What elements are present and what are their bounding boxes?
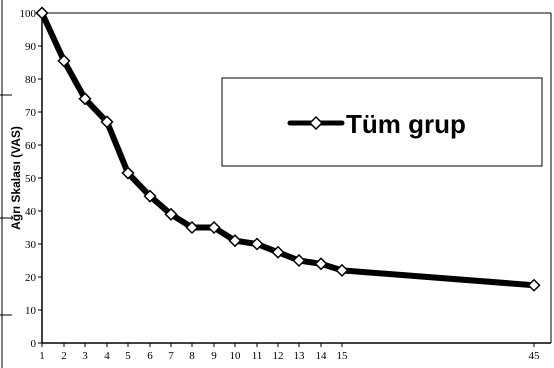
data-point-x14 [314, 257, 328, 271]
data-point-x5 [121, 166, 135, 180]
legend-box [221, 77, 543, 167]
x-axis-ticks: 1 2 3 4 5 6 7 8 9 10 11 12 13 14 15 45 [39, 343, 540, 362]
y-tick-label-40: 40 [25, 206, 37, 218]
data-point-x9 [207, 220, 221, 235]
x-tick-label-6: 6 [147, 350, 153, 362]
x-tick-label-7: 7 [168, 350, 174, 362]
x-tick-label-8: 8 [189, 350, 195, 362]
series-layer [35, 6, 541, 292]
data-point-x2 [57, 54, 71, 68]
x-tick-label-9: 9 [211, 350, 217, 362]
x-tick-label-5: 5 [125, 350, 131, 362]
data-point-x45 [527, 278, 541, 292]
data-point-x15 [335, 263, 349, 277]
data-point-x11 [250, 237, 264, 251]
x-tick-label-1: 1 [39, 350, 45, 362]
legend-marker-diamond [308, 115, 324, 131]
x-tick-label-2: 2 [61, 350, 67, 362]
legend: Tüm grup [221, 77, 543, 167]
x-tick-label-45: 45 [529, 350, 541, 362]
legend-entry-label: Tüm grup [346, 109, 466, 139]
data-point-x1 [35, 6, 49, 20]
y-tick-label-90: 90 [25, 41, 37, 53]
data-point-x8 [185, 220, 199, 235]
data-point-x6 [143, 189, 157, 203]
y-tick-label-80: 80 [25, 74, 37, 86]
data-point-x7 [164, 207, 178, 221]
x-tick-label-10: 10 [230, 350, 242, 362]
y-tick-label-10: 10 [25, 305, 37, 317]
data-point-x4 [100, 115, 114, 129]
y-tick-label-70: 70 [25, 107, 37, 119]
x-tick-label-11: 11 [252, 350, 263, 362]
y-tick-label-20: 20 [25, 272, 37, 284]
y-axis-ticks: 0 10 20 30 40 50 60 70 80 90 100 [20, 8, 42, 350]
y-tick-label-50: 50 [25, 173, 37, 185]
data-point-x10 [228, 234, 242, 248]
y-tick-label-60: 60 [25, 140, 37, 152]
y-tick-label-0: 0 [31, 338, 37, 350]
data-point-x12 [271, 245, 285, 259]
data-point-x3 [78, 92, 92, 106]
y-axis-title: Ağrı Skalası (VAS) [9, 126, 23, 230]
y-tick-label-100: 100 [20, 8, 37, 20]
series-line-0 [39, 10, 537, 289]
x-tick-label-4: 4 [104, 350, 110, 362]
x-tick-label-3: 3 [82, 350, 88, 362]
x-tick-label-15: 15 [337, 350, 349, 362]
y-tick-label-30: 30 [25, 239, 37, 251]
x-tick-label-14: 14 [316, 350, 328, 362]
x-tick-label-12: 12 [273, 350, 284, 362]
x-tick-label-13: 13 [294, 350, 306, 362]
data-point-x13 [292, 253, 306, 268]
